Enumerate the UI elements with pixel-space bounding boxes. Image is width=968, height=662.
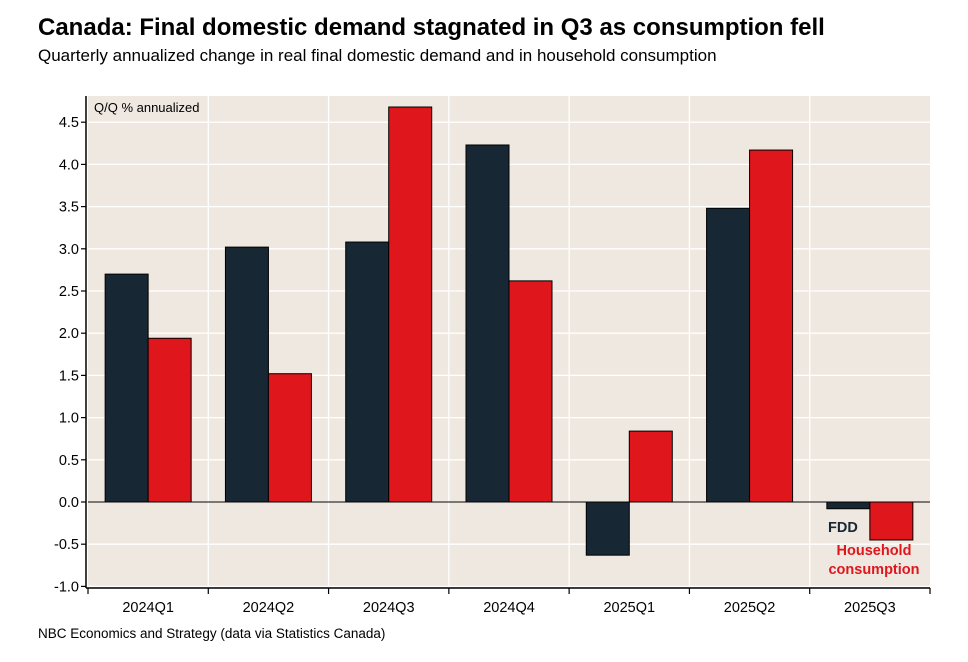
y-tick-label: 1.0 <box>59 411 79 427</box>
y-tick-label: 3.5 <box>59 200 79 216</box>
annotation-household: Household <box>837 543 912 559</box>
bar-fdd <box>826 501 871 510</box>
bar-fdd <box>706 207 751 503</box>
bar-household-consumption <box>869 501 914 541</box>
chart-title: Canada: Final domestic demand stagnated … <box>38 14 825 41</box>
y-tick-label: 1.5 <box>59 368 79 384</box>
bar-household-consumption <box>388 106 433 503</box>
annotation-consumption: consumption <box>828 562 919 578</box>
bar-household-consumption <box>508 280 553 503</box>
bar-household-consumption <box>628 430 673 503</box>
bar-fdd <box>104 273 149 503</box>
y-tick-label: 0.0 <box>59 495 79 511</box>
y-tick-label: 3.0 <box>59 242 79 258</box>
bar-fdd <box>585 501 630 556</box>
source-note: NBC Economics and Strategy (data via Sta… <box>38 626 386 641</box>
x-tick-label: 2025Q2 <box>724 600 776 616</box>
y-tick-label: 4.0 <box>59 157 79 173</box>
y-tick-label: -1.0 <box>54 579 79 595</box>
x-tick-label: 2025Q1 <box>603 600 655 616</box>
y-axis-label: Q/Q % annualized <box>94 100 200 115</box>
y-tick-label: 4.5 <box>59 115 79 131</box>
annotation-fdd: FDD <box>828 520 858 536</box>
x-tick-label: 2025Q3 <box>844 600 896 616</box>
bar-household-consumption <box>749 149 794 503</box>
bar-household-consumption <box>267 373 312 503</box>
chart-subtitle: Quarterly annualized change in real fina… <box>38 46 717 65</box>
x-tick-label: 2024Q4 <box>483 600 535 616</box>
y-tick-label: 2.5 <box>59 284 79 300</box>
y-tick-label: 2.0 <box>59 326 79 342</box>
x-tick-label: 2024Q2 <box>243 600 295 616</box>
y-tick-label: -0.5 <box>54 537 79 553</box>
x-tick-label: 2024Q1 <box>122 600 174 616</box>
bar-household-consumption <box>147 337 192 503</box>
x-tick-label: 2024Q3 <box>363 600 415 616</box>
bar-fdd <box>465 144 510 503</box>
y-tick-label: 0.5 <box>59 453 79 469</box>
bar-fdd <box>224 246 269 503</box>
bar-fdd <box>345 241 390 503</box>
